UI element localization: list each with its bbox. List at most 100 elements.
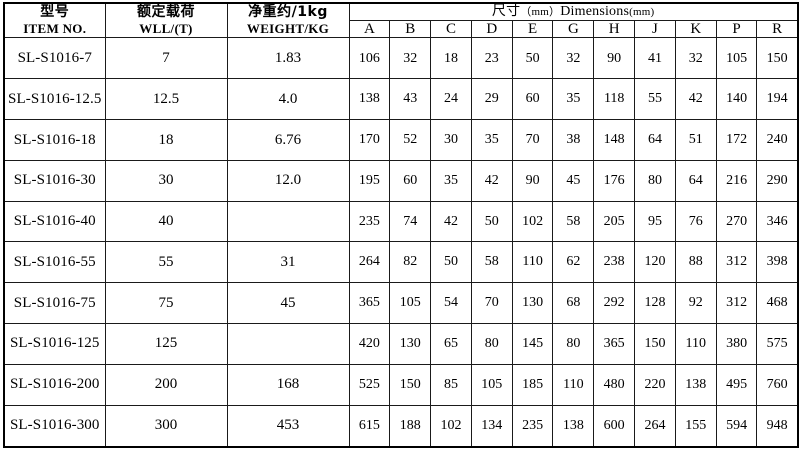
cell-dim-k: 110 <box>674 322 717 365</box>
header-wll: 额定载荷 WLL/(T) <box>104 2 228 39</box>
cell-dim-e: 110 <box>511 241 554 284</box>
cell-weight <box>226 322 350 365</box>
cell-dim-b: 74 <box>389 200 432 243</box>
cell-dim-b: 150 <box>389 363 432 406</box>
cell-dim-h: 118 <box>593 78 636 121</box>
cell-dim-k: 76 <box>674 200 717 243</box>
cell-item-no: SL-S1016-40 <box>3 200 106 243</box>
table-row: SL-S1016-200 200 168 525 150 85 105 185 110 480 22… <box>3 363 799 406</box>
cell-dim-p: 105 <box>715 37 758 80</box>
header-item-no-cn: 型号 <box>40 4 70 21</box>
cell-dim-c: 54 <box>430 282 472 324</box>
cell-dim-a: 235 <box>348 200 391 243</box>
cell-weight: 12.0 <box>226 159 350 202</box>
cell-wll: 55 <box>104 241 228 284</box>
cell-dim-b: 52 <box>389 119 432 161</box>
header-dimensions-unit-1: （mm） <box>520 6 561 18</box>
cell-dim-p: 312 <box>715 241 758 284</box>
header-weight-cn: 净重约/1kg <box>248 4 328 21</box>
cell-dim-j: 150 <box>634 322 676 365</box>
cell-dim-e: 130 <box>511 282 554 324</box>
cell-dim-d: 29 <box>470 78 513 121</box>
cell-dim-g: 58 <box>552 200 595 243</box>
cell-dim-h: 176 <box>593 159 636 202</box>
cell-item-no: SL-S1016-7 <box>3 37 106 80</box>
cell-wll: 200 <box>104 363 228 406</box>
cell-dim-e: 50 <box>511 37 554 80</box>
cell-dim-r: 468 <box>756 282 799 324</box>
cell-dim-d: 23 <box>470 37 513 80</box>
cell-wll: 40 <box>104 200 228 243</box>
cell-dim-e: 102 <box>511 200 554 243</box>
cell-item-no: SL-S1016-125 <box>3 322 106 365</box>
cell-weight: 1.83 <box>226 37 350 80</box>
cell-dim-k: 155 <box>674 404 717 448</box>
cell-dim-h: 600 <box>593 404 636 448</box>
cell-dim-c: 65 <box>430 322 472 365</box>
cell-wll: 125 <box>104 322 228 365</box>
header-wll-en: WLL/(T) <box>139 20 193 36</box>
cell-dim-g: 62 <box>552 241 595 284</box>
header-dim-a: A <box>348 19 391 39</box>
cell-dim-g: 138 <box>552 404 595 448</box>
table-row: SL-S1016-75 75 45 365 105 54 70 130 68 292 128 92 31… <box>3 282 799 324</box>
header-dimensions-en: Dimensions <box>560 4 630 19</box>
cell-dim-b: 43 <box>389 78 432 121</box>
header-dim-b: B <box>389 19 432 39</box>
header-wll-cn: 额定载荷 <box>137 4 195 21</box>
header-row-group: 型号 ITEM NO. 额定载荷 WLL/(T) 净重约/1kg WEIGHT/… <box>3 2 799 39</box>
header-dimensions-unit-2: (mm) <box>629 6 655 18</box>
header-item-no: 型号 ITEM NO. <box>3 2 106 39</box>
cell-wll: 12.5 <box>104 78 228 121</box>
spec-table-container: 型号 ITEM NO. 额定载荷 WLL/(T) 净重约/1kg WEIGHT/… <box>3 2 799 448</box>
cell-dim-a: 138 <box>348 78 391 121</box>
cell-item-no: SL-S1016-300 <box>3 404 106 448</box>
cell-dim-g: 38 <box>552 119 595 161</box>
cell-dim-p: 140 <box>715 78 758 121</box>
cell-dim-d: 80 <box>470 322 513 365</box>
cell-dim-c: 85 <box>430 363 472 406</box>
table-row: SL-S1016-300 300 453 615 188 102 134 235 138 600 2… <box>3 404 799 448</box>
cell-dim-k: 32 <box>674 37 717 80</box>
header-dim-c: C <box>430 19 472 39</box>
header-dim-p: P <box>715 19 758 39</box>
cell-dim-g: 110 <box>552 363 595 406</box>
cell-dim-h: 90 <box>593 37 636 80</box>
cell-item-no: SL-S1016-18 <box>3 119 106 161</box>
cell-dim-k: 88 <box>674 241 717 284</box>
cell-dim-c: 30 <box>430 119 472 161</box>
header-dim-g: G <box>552 19 595 39</box>
cell-weight <box>226 200 350 243</box>
cell-dim-h: 238 <box>593 241 636 284</box>
header-weight-en: WEIGHT/KG <box>246 20 330 36</box>
table-row: SL-S1016-12.5 12.5 4.0 138 43 24 29 60 35 118 55 42… <box>3 78 799 121</box>
cell-dim-c: 102 <box>430 404 472 448</box>
cell-dim-p: 594 <box>715 404 758 448</box>
cell-dim-p: 172 <box>715 119 758 161</box>
header-dimensions-group: 尺寸（mm）Dimensions(mm) <box>348 2 799 21</box>
table-row: SL-S1016-55 55 31 264 82 50 58 110 62 238 120 88 312… <box>3 241 799 284</box>
cell-weight: 4.0 <box>226 78 350 121</box>
cell-dim-h: 292 <box>593 282 636 324</box>
cell-dim-j: 128 <box>634 282 676 324</box>
cell-dim-r: 346 <box>756 200 799 243</box>
cell-dim-r: 398 <box>756 241 799 284</box>
cell-dim-b: 105 <box>389 282 432 324</box>
cell-dim-j: 95 <box>634 200 676 243</box>
cell-dim-g: 68 <box>552 282 595 324</box>
cell-dim-a: 170 <box>348 119 391 161</box>
cell-dim-h: 205 <box>593 200 636 243</box>
cell-dim-g: 80 <box>552 322 595 365</box>
cell-dim-j: 120 <box>634 241 676 284</box>
cell-item-no: SL-S1016-55 <box>3 241 106 284</box>
cell-dim-a: 420 <box>348 322 391 365</box>
cell-dim-h: 480 <box>593 363 636 406</box>
cell-dim-p: 216 <box>715 159 758 202</box>
cell-dim-r: 290 <box>756 159 799 202</box>
cell-weight: 168 <box>226 363 350 406</box>
cell-wll: 300 <box>104 404 228 448</box>
cell-dim-j: 64 <box>634 119 676 161</box>
cell-weight: 6.76 <box>226 119 350 161</box>
cell-dim-j: 80 <box>634 159 676 202</box>
header-dim-h: H <box>593 19 636 39</box>
